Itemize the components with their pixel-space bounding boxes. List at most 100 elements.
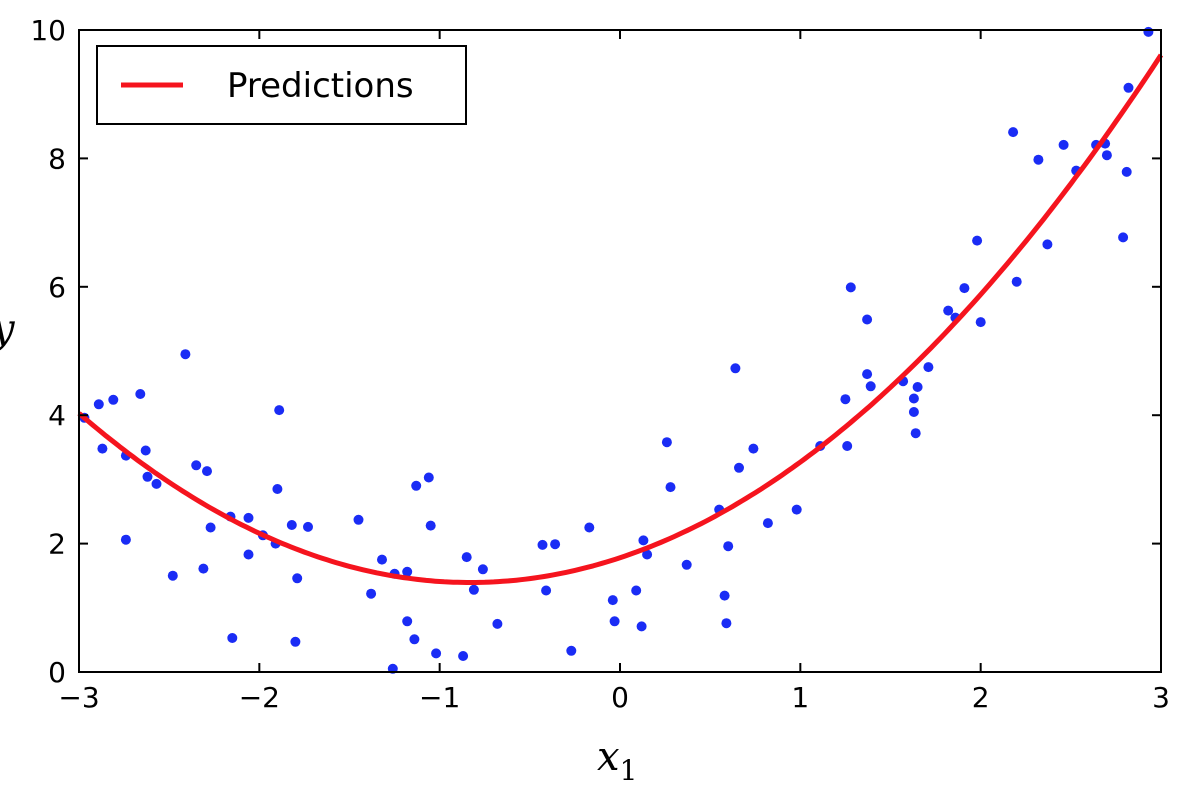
data-point-98	[1143, 26, 1154, 37]
data-point-65	[748, 443, 759, 454]
data-point-38	[425, 520, 436, 531]
data-point-64	[734, 462, 744, 473]
prediction-curve	[77, 53, 1164, 585]
x-tick-label: 2	[972, 681, 990, 714]
data-point-23	[274, 405, 285, 416]
data-point-78	[910, 428, 921, 439]
data-point-27	[303, 521, 313, 532]
x-axis: −3 −2 −1 0 1 2 3	[58, 30, 1170, 714]
data-point-88	[1033, 154, 1044, 165]
data-point-52	[631, 585, 642, 596]
y-tick-label: 10	[30, 14, 66, 47]
plot-frame	[78, 29, 1162, 673]
data-point-97	[1123, 82, 1134, 93]
data-point-76	[908, 393, 919, 404]
data-point-61	[721, 618, 732, 629]
data-point-95	[1118, 232, 1129, 243]
y-axis-label: y	[0, 306, 16, 352]
data-point-55	[642, 549, 653, 560]
data-point-42	[468, 584, 479, 595]
x-tick-label: 0	[611, 681, 629, 714]
data-point-45	[537, 539, 548, 550]
data-point-19	[243, 512, 254, 523]
data-point-72	[862, 314, 873, 325]
data-point-70	[842, 441, 853, 451]
data-point-87	[1011, 276, 1022, 287]
data-point-81	[943, 305, 954, 316]
data-point-74	[865, 381, 876, 392]
data-point-29	[366, 588, 377, 599]
y-tick-label: 0	[48, 656, 66, 689]
legend: Predictions	[96, 45, 467, 125]
legend-label-predictions: Predictions	[227, 66, 414, 106]
data-point-41	[461, 552, 472, 563]
data-point-79	[912, 382, 923, 392]
data-point-60	[719, 590, 730, 601]
prediction-curve-group	[77, 53, 1164, 585]
data-point-2	[97, 443, 108, 454]
data-point-22	[272, 484, 283, 494]
x-tick-label: −3	[58, 681, 99, 714]
y-tick-label: 4	[48, 399, 66, 432]
y-tick-label: 2	[48, 528, 66, 561]
data-point-9	[151, 478, 162, 489]
data-point-6	[135, 389, 146, 399]
x-axis-label: x1	[597, 734, 637, 786]
data-point-1	[93, 399, 104, 410]
y-tick-label: 6	[48, 271, 66, 304]
data-point-47	[550, 539, 561, 550]
x-axis-label-subscript: 1	[620, 754, 638, 786]
data-point-89	[1042, 239, 1053, 250]
data-point-80	[923, 362, 934, 373]
data-point-10	[167, 570, 178, 581]
data-point-77	[908, 407, 919, 417]
data-point-86	[1008, 127, 1019, 138]
x-tick-label: −1	[419, 681, 460, 714]
data-point-94	[1101, 150, 1112, 161]
data-point-37	[423, 472, 434, 483]
data-point-84	[972, 235, 983, 246]
data-point-69	[840, 394, 851, 405]
data-point-90	[1058, 139, 1069, 150]
data-point-39	[431, 648, 442, 659]
data-point-11	[180, 349, 191, 360]
data-point-33	[402, 566, 413, 577]
data-point-54	[638, 535, 649, 546]
data-point-18	[243, 549, 254, 560]
y-tick-label: 8	[48, 142, 66, 175]
data-point-36	[411, 480, 422, 491]
data-point-62	[723, 541, 734, 552]
data-point-96	[1121, 166, 1132, 177]
data-point-48	[566, 645, 577, 656]
data-point-12	[191, 460, 202, 471]
data-point-49	[584, 522, 595, 533]
data-point-51	[609, 616, 620, 627]
data-point-50	[607, 595, 618, 606]
data-point-28	[353, 514, 364, 525]
x-axis-label-var: x	[597, 734, 620, 780]
data-point-13	[198, 563, 209, 574]
data-point-14	[202, 466, 212, 477]
data-point-7	[140, 445, 151, 456]
data-point-83	[959, 283, 970, 294]
data-point-58	[681, 559, 692, 570]
data-point-57	[665, 482, 676, 493]
data-point-67	[791, 504, 802, 515]
data-point-53	[636, 621, 647, 632]
data-point-44	[492, 618, 503, 629]
data-point-24	[286, 520, 297, 530]
data-point-30	[377, 554, 387, 565]
data-point-43	[477, 564, 488, 575]
data-point-63	[730, 363, 741, 374]
data-point-40	[458, 651, 469, 661]
data-point-25	[290, 636, 301, 647]
x-tick-label: 3	[1152, 681, 1170, 714]
x-tick-label: 1	[791, 681, 809, 714]
data-point-46	[541, 585, 552, 596]
data-point-5	[120, 534, 131, 545]
data-point-8	[142, 471, 153, 482]
data-point-71	[845, 282, 856, 293]
data-point-34	[402, 616, 413, 627]
data-point-73	[862, 369, 873, 380]
